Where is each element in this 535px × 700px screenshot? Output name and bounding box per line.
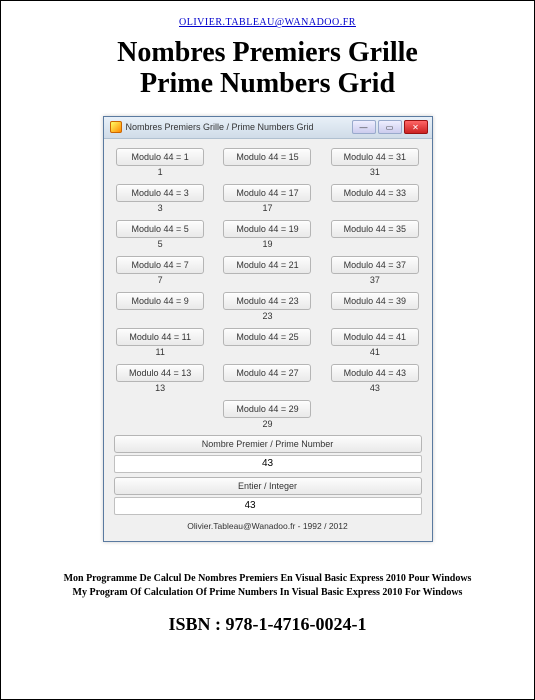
description-line-2: My Program Of Calculation Of Prime Numbe…: [1, 586, 534, 600]
titlebar-left: Nombres Premiers Grille / Prime Numbers …: [110, 121, 314, 133]
grid-cell: Modulo 44 = 1313: [114, 363, 207, 393]
title-line-2: Prime Numbers Grid: [1, 69, 534, 100]
modulo-button[interactable]: Modulo 44 = 35: [331, 220, 419, 238]
modulo-value: 23: [221, 311, 314, 321]
modulo-button[interactable]: Modulo 44 = 23: [223, 292, 311, 310]
prime-number-input[interactable]: [114, 455, 422, 473]
modulo-grid: Modulo 44 = 11 Modulo 44 = 15 Modulo 44 …: [114, 147, 422, 429]
window-body: Modulo 44 = 11 Modulo 44 = 15 Modulo 44 …: [104, 139, 432, 541]
app-footer-label: Olivier.Tableau@Wanadoo.fr - 1992 / 2012: [114, 521, 422, 531]
grid-cell: Modulo 44 = 1111: [114, 327, 207, 357]
close-button[interactable]: ✕: [404, 120, 428, 134]
grid-cell: Modulo 44 = 21: [221, 255, 314, 285]
title-line-1: Nombres Premiers Grille: [1, 38, 534, 69]
modulo-button[interactable]: Modulo 44 = 31: [331, 148, 419, 166]
grid-cell: Modulo 44 = 27: [221, 363, 314, 393]
modulo-value: [221, 383, 314, 393]
grid-cell: Modulo 44 = 4343: [328, 363, 421, 393]
modulo-button[interactable]: Modulo 44 = 39: [331, 292, 419, 310]
modulo-button[interactable]: Modulo 44 = 27: [223, 364, 311, 382]
modulo-value: 31: [328, 167, 421, 177]
modulo-value: 37: [328, 275, 421, 285]
grid-cell: Modulo 44 = 35: [328, 219, 421, 249]
modulo-value: 17: [221, 203, 314, 213]
modulo-value: 5: [114, 239, 207, 249]
modulo-button[interactable]: Modulo 44 = 43: [331, 364, 419, 382]
modulo-value: [114, 311, 207, 321]
integer-input[interactable]: [114, 497, 422, 515]
modulo-value: 11: [114, 347, 207, 357]
modulo-button[interactable]: Modulo 44 = 25: [223, 328, 311, 346]
modulo-value: [328, 239, 421, 249]
modulo-value: 19: [221, 239, 314, 249]
app-window: Nombres Premiers Grille / Prime Numbers …: [103, 116, 433, 542]
modulo-button[interactable]: Modulo 44 = 5: [116, 220, 204, 238]
grid-cell: Modulo 44 = 2929: [221, 399, 314, 429]
window-titlebar: Nombres Premiers Grille / Prime Numbers …: [104, 117, 432, 139]
grid-cell: Modulo 44 = 1919: [221, 219, 314, 249]
isbn-label: ISBN : 978-1-4716-0024-1: [1, 614, 534, 635]
modulo-value: 3: [114, 203, 207, 213]
minimize-button[interactable]: —: [352, 120, 376, 134]
modulo-value: 41: [328, 347, 421, 357]
grid-cell: Modulo 44 = 55: [114, 219, 207, 249]
grid-cell: Modulo 44 = 33: [114, 183, 207, 213]
grid-cell: Modulo 44 = 3737: [328, 255, 421, 285]
modulo-value: [221, 347, 314, 357]
grid-cell: Modulo 44 = 39: [328, 291, 421, 321]
grid-cell: Modulo 44 = 9: [114, 291, 207, 321]
modulo-value: 43: [328, 383, 421, 393]
modulo-value: [328, 203, 421, 213]
grid-cell: Modulo 44 = 2323: [221, 291, 314, 321]
modulo-button[interactable]: Modulo 44 = 17: [223, 184, 311, 202]
modulo-button[interactable]: Modulo 44 = 29: [223, 400, 311, 418]
author-email-link[interactable]: OLIVIER.TABLEAU@WANADOO.FR: [1, 17, 534, 28]
modulo-button[interactable]: Modulo 44 = 21: [223, 256, 311, 274]
modulo-value: 13: [114, 383, 207, 393]
modulo-value: 1: [114, 167, 207, 177]
modulo-button[interactable]: Modulo 44 = 3: [116, 184, 204, 202]
integer-button[interactable]: Entier / Integer: [114, 477, 422, 495]
modulo-button[interactable]: Modulo 44 = 19: [223, 220, 311, 238]
app-icon: [110, 121, 122, 133]
page-title: Nombres Premiers Grille Prime Numbers Gr…: [1, 38, 534, 100]
modulo-button[interactable]: Modulo 44 = 15: [223, 148, 311, 166]
grid-cell: Modulo 44 = 11: [114, 147, 207, 177]
modulo-button[interactable]: Modulo 44 = 13: [116, 364, 204, 382]
modulo-button[interactable]: Modulo 44 = 1: [116, 148, 204, 166]
window-title: Nombres Premiers Grille / Prime Numbers …: [126, 122, 314, 132]
prime-number-button[interactable]: Nombre Premier / Prime Number: [114, 435, 422, 453]
modulo-button[interactable]: Modulo 44 = 9: [116, 292, 204, 310]
modulo-value: 7: [114, 275, 207, 285]
description-block: Mon Programme De Calcul De Nombres Premi…: [1, 572, 534, 600]
modulo-button[interactable]: Modulo 44 = 11: [116, 328, 204, 346]
modulo-value: [221, 167, 314, 177]
grid-cell: Modulo 44 = 33: [328, 183, 421, 213]
modulo-value: [221, 275, 314, 285]
modulo-value: 29: [221, 419, 314, 429]
grid-cell: Modulo 44 = 4141: [328, 327, 421, 357]
modulo-button[interactable]: Modulo 44 = 41: [331, 328, 419, 346]
grid-cell: Modulo 44 = 1717: [221, 183, 314, 213]
modulo-button[interactable]: Modulo 44 = 33: [331, 184, 419, 202]
bottom-section: Nombre Premier / Prime Number Entier / I…: [114, 435, 422, 531]
maximize-button[interactable]: ▭: [378, 120, 402, 134]
description-line-1: Mon Programme De Calcul De Nombres Premi…: [1, 572, 534, 586]
grid-cell: Modulo 44 = 3131: [328, 147, 421, 177]
grid-cell: Modulo 44 = 25: [221, 327, 314, 357]
window-controls: — ▭ ✕: [352, 120, 428, 134]
modulo-value: [328, 311, 421, 321]
modulo-button[interactable]: Modulo 44 = 37: [331, 256, 419, 274]
modulo-button[interactable]: Modulo 44 = 7: [116, 256, 204, 274]
grid-cell: Modulo 44 = 77: [114, 255, 207, 285]
grid-cell: Modulo 44 = 15: [221, 147, 314, 177]
